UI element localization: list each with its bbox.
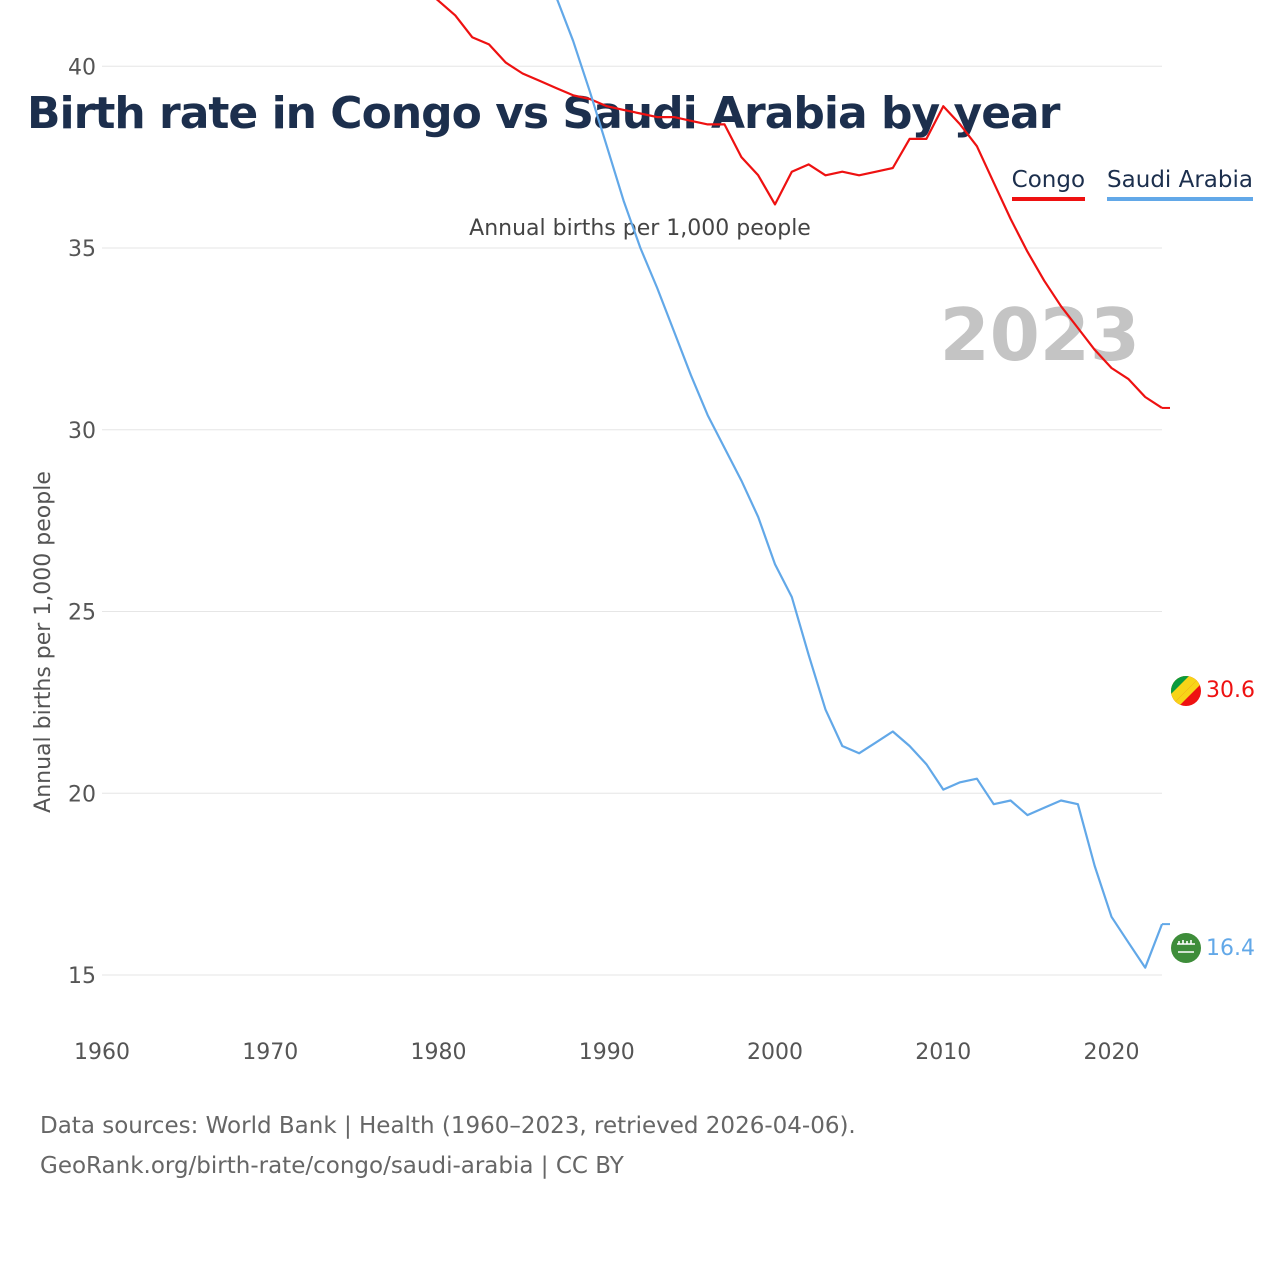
y-tick-label: 35 [68, 237, 96, 262]
y-tick-label: 40 [68, 55, 96, 80]
x-tick-label: 1970 [242, 1040, 298, 1065]
y-axis-label: Annual births per 1,000 people [31, 471, 56, 813]
y-tick-label: 25 [68, 601, 96, 626]
series-line-congo[interactable] [102, 0, 1163, 409]
series-lines [102, 0, 1170, 969]
grid-lines [102, 65, 1162, 976]
x-axis-ticks: 1960 1970 1980 1990 2000 2010 2020 [74, 1040, 1140, 1065]
x-tick-label: 2000 [747, 1040, 803, 1065]
x-tick-label: 1980 [411, 1040, 467, 1065]
saudi-arabia-flag-icon [1171, 933, 1201, 963]
legend: Congo Saudi Arabia [1011, 166, 1253, 201]
y-tick-label: 15 [68, 964, 96, 989]
congo-flag-icon [1171, 676, 1201, 706]
chart-title: Birth rate in Congo vs Saudi Arabia by y… [27, 88, 1060, 139]
saudi-arabia-end-label: 16.4 [1206, 936, 1255, 961]
congo-end-label: 30.6 [1206, 678, 1255, 703]
x-tick-label: 2010 [915, 1040, 971, 1065]
legend-item-saudi-arabia[interactable]: Saudi Arabia [1107, 166, 1253, 201]
source-line-1: Data sources: World Bank | Health (1960–… [40, 1113, 856, 1139]
line-chart: 2023 1520253035404550 196019701980199020… [31, 0, 1255, 1065]
y-tick-label: 30 [68, 419, 96, 444]
y-tick-label: 20 [68, 782, 96, 807]
chart-subtitle: Annual births per 1,000 people [469, 216, 811, 241]
year-watermark: 2023 [940, 293, 1140, 377]
data-source-note: Data sources: World Bank | Health (1960–… [40, 1106, 856, 1186]
source-line-2[interactable]: GeoRank.org/birth-rate/congo/saudi-arabi… [40, 1153, 624, 1179]
x-tick-label: 1960 [74, 1040, 130, 1065]
series-line-saudi-arabia[interactable] [102, 0, 1164, 969]
x-tick-label: 2020 [1084, 1040, 1140, 1065]
legend-item-congo[interactable]: Congo [1011, 166, 1086, 201]
x-tick-label: 1990 [579, 1040, 635, 1065]
y-axis-ticks: 1520253035404550 [68, 55, 96, 989]
